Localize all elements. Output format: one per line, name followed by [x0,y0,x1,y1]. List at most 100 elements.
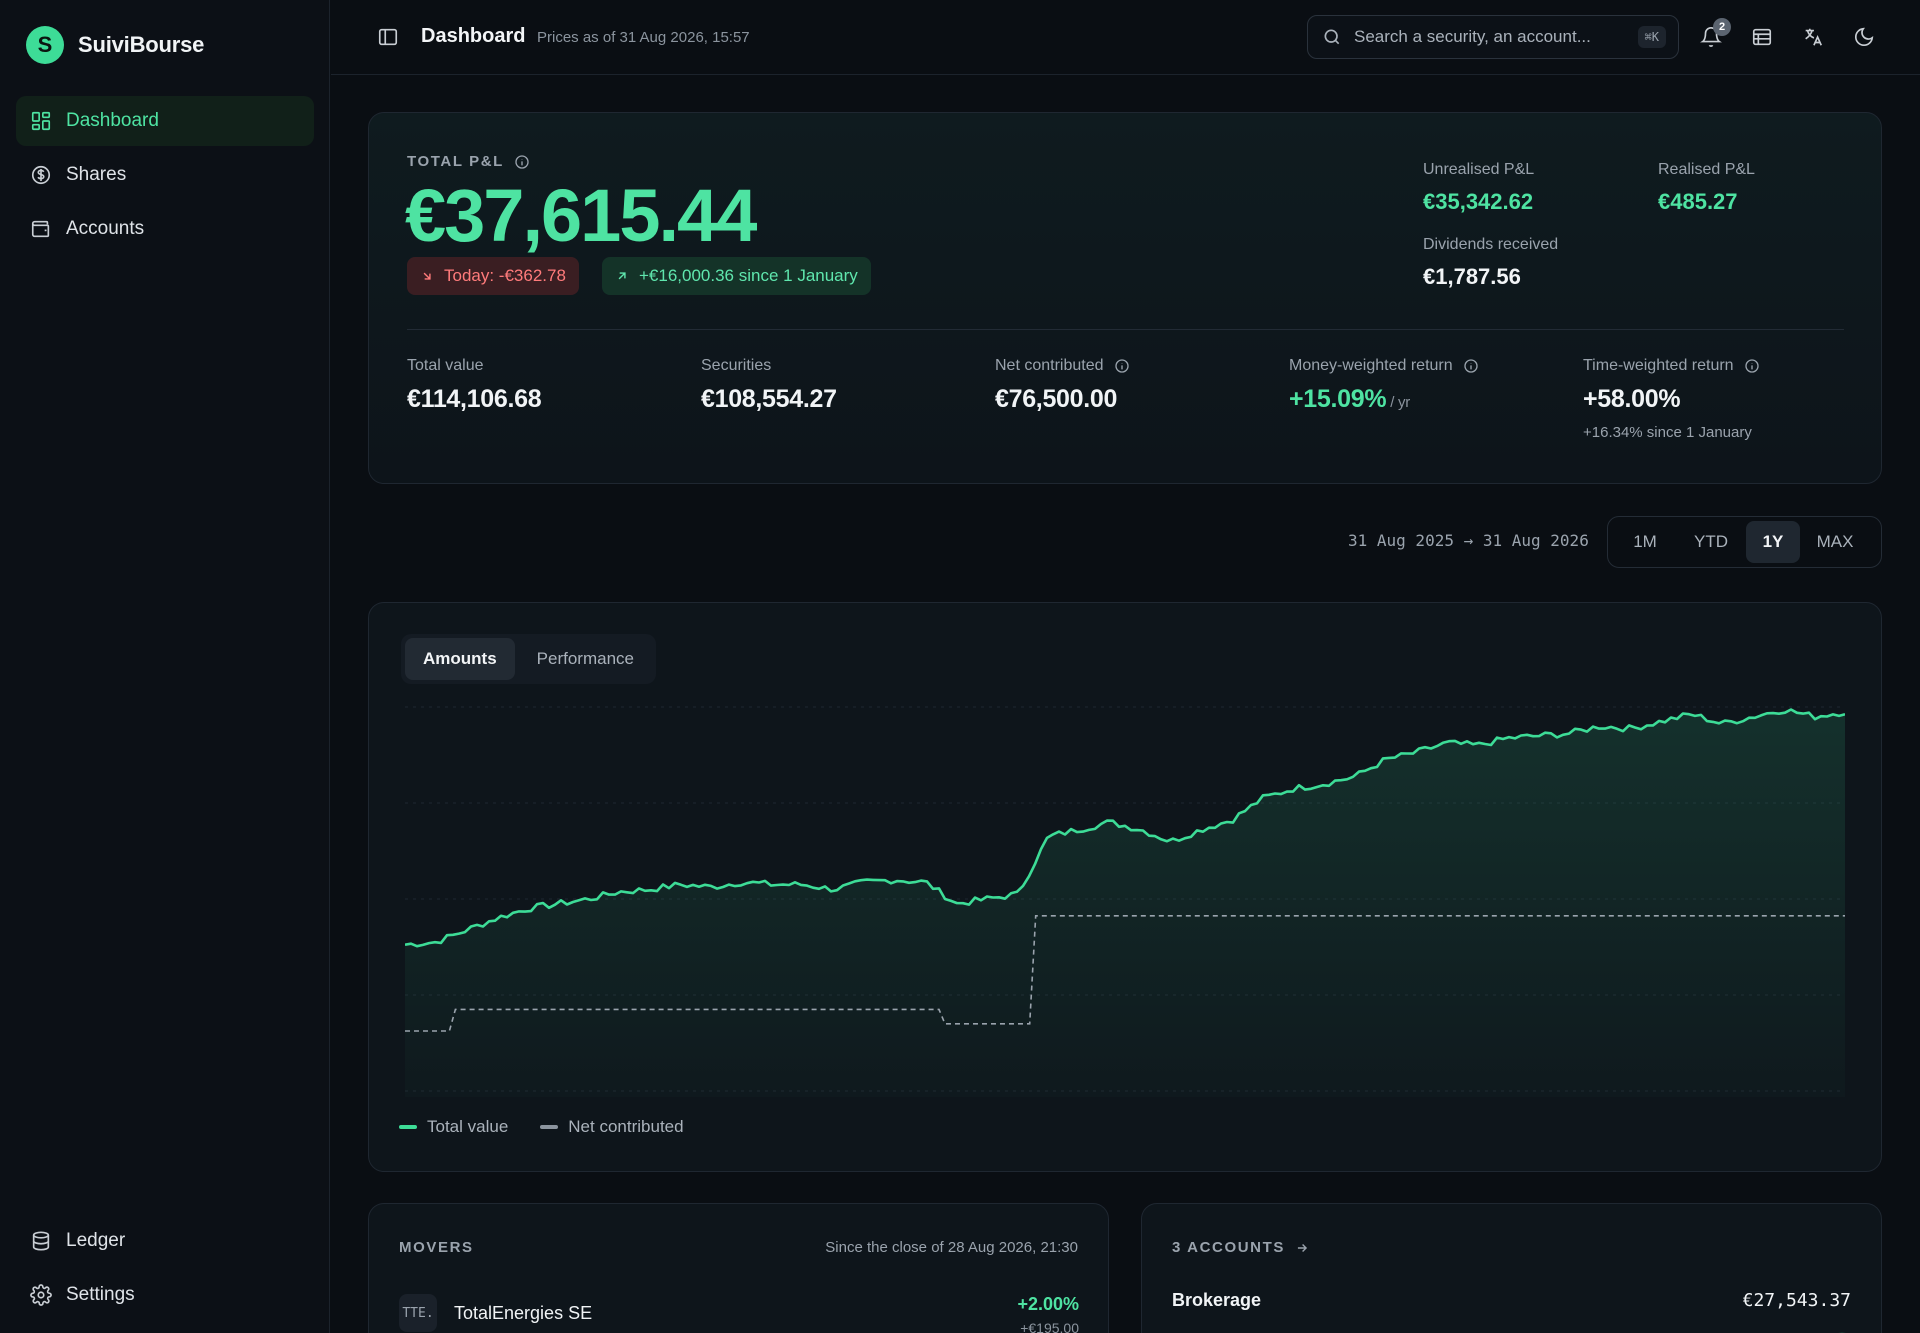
sidebar-item-label: Accounts [66,218,145,239]
dashboard-icon [31,111,51,131]
unrealised-pnl-label: Unrealised P&L [1423,161,1535,178]
metric-money-weighted-return: Money-weighted return +15.09% / yr [1289,357,1479,414]
brand-logo: S [26,26,64,64]
gear-icon [30,1284,52,1306]
ledger-view-icon[interactable] [1751,26,1773,48]
mover-row[interactable]: TTE. TotalEnergies SE +2.00% +€195.00 [399,1294,1079,1333]
metric-label: Net contributed [995,357,1104,374]
arrow-right-icon [1297,1243,1308,1252]
info-icon[interactable] [1744,358,1760,374]
today-change-chip: Today: -€362.78 [407,257,579,295]
metric-label: Total value [407,357,484,374]
legend-total-value[interactable]: Total value [399,1117,508,1137]
portfolio-chart-card: Amounts Performance Total value Net cont… [368,602,1882,1172]
date-range-text: 31 Aug 2025 → 31 Aug 2026 [1348,531,1589,550]
range-option-ytd[interactable]: YTD [1694,532,1728,551]
summary-divider [407,329,1844,330]
database-icon [32,1231,50,1251]
movers-title: MOVERS [399,1239,474,1256]
sidebar-toggle-icon[interactable] [377,26,399,48]
net-contributed-line [405,915,1845,1032]
mover-percent: +2.00% [1017,1294,1079,1314]
info-icon[interactable] [1114,358,1130,374]
sidebar-item-label: Ledger [66,1230,126,1251]
sidebar-item-label: Settings [66,1284,135,1305]
dollar-circle-icon [31,165,51,185]
bell-icon[interactable] [1700,26,1722,48]
total-value-area [405,709,1845,1097]
mover-amount: +€195.00 [1020,1320,1079,1333]
realised-pnl: Realised P&L €485.27 [1658,161,1755,215]
legend-net-contributed[interactable]: Net contributed [540,1117,684,1137]
brand-name: SuiviBourse [78,32,205,57]
ticker-badge: TTE. [399,1294,437,1332]
account-name[interactable]: Brokerage [1172,1290,1262,1310]
range-option-max[interactable]: MAX [1816,532,1854,551]
total-pnl-label: TOTAL P&L [407,153,530,170]
tab-amounts[interactable]: Amounts [405,638,515,680]
search-input[interactable] [1354,27,1614,47]
realised-pnl-label: Realised P&L [1658,161,1755,178]
dividends-received: Dividends received €1,787.56 [1423,236,1558,290]
unrealised-pnl-value: €35,342.62 [1423,189,1534,214]
accounts-card: 3 ACCOUNTS Brokerage €27,543.37 [1141,1203,1882,1333]
chart-legend: Total value Net contributed [399,1117,684,1137]
today-change-text: Today: -€362.78 [444,266,566,285]
arrow-up-right-icon [618,272,626,280]
range-option-1y[interactable]: 1Y [1746,521,1800,563]
notification-badge: 2 [1713,18,1731,36]
sidebar-item-settings[interactable]: Settings [16,1270,314,1320]
realised-pnl-value: €485.27 [1658,189,1738,214]
metric-unit: / yr [1390,394,1410,411]
range-option-1m[interactable]: 1M [1633,532,1657,551]
metric-value: +58.00% [1583,385,1681,413]
unrealised-pnl: Unrealised P&L €35,342.62 [1423,161,1534,215]
arrow-down-right-icon [423,272,431,280]
portfolio-value-chart[interactable] [405,701,1845,1097]
wallet-icon [31,220,50,238]
metric-note: +16.34% since 1 January [1583,424,1752,441]
prices-timestamp: Prices as of 31 Aug 2026, 15:57 [537,29,750,46]
legend-swatch [399,1125,417,1129]
sidebar-item-shares[interactable]: Shares [16,150,314,200]
top-header: Dashboard Prices as of 31 Aug 2026, 15:5… [331,0,1920,75]
total-pnl-value: €37,615.44 [405,174,757,257]
sidebar-item-dashboard[interactable]: Dashboard [16,96,314,146]
brand[interactable]: S SuiviBourse [26,26,204,64]
sidebar-item-ledger[interactable]: Ledger [16,1216,314,1266]
moon-icon[interactable] [1853,26,1875,48]
page-title: Dashboard [421,25,526,47]
movers-card: MOVERS Since the close of 28 Aug 2026, 2… [368,1203,1109,1333]
metric-value: +15.09% [1289,385,1387,413]
metric-net-contributed: Net contributed €76,500.00 [995,357,1130,414]
legend-label: Total value [427,1117,509,1136]
sidebar-bottom-nav: Ledger Settings [16,1216,314,1324]
sidebar: S SuiviBourse Dashboard Shares Accounts [0,0,330,1333]
sidebar-item-accounts[interactable]: Accounts [16,204,314,254]
movers-subtitle: Since the close of 28 Aug 2026, 21:30 [825,1239,1078,1256]
tab-performance[interactable]: Performance [536,649,634,668]
metric-value: €114,106.68 [407,385,542,413]
metric-securities: Securities €108,554.27 [701,357,837,414]
dividends-value: €1,787.56 [1423,264,1521,289]
metric-value: €108,554.27 [701,385,837,413]
ytd-change-chip: +€16,000.36 since 1 January [602,257,871,295]
legend-label: Net contributed [568,1117,684,1136]
chart-mode-tabs: Amounts Performance [401,634,656,684]
metric-label: Money-weighted return [1289,357,1453,374]
pnl-summary-card: TOTAL P&L €37,615.44 Today: -€362.78 +€1… [368,112,1882,484]
account-sparkline [1838,1332,1847,1333]
ytd-change-text: +€16,000.36 since 1 January [639,266,858,285]
mover-name: TotalEnergies SE [454,1303,593,1323]
dividends-label: Dividends received [1423,236,1559,253]
accounts-title[interactable]: 3 ACCOUNTS [1172,1239,1309,1256]
search-icon [1324,29,1340,45]
sidebar-nav: Dashboard Shares Accounts [16,96,314,258]
search-box[interactable]: ⌘K [1307,15,1679,59]
metric-total-value: Total value €114,106.68 [407,357,542,414]
sidebar-item-label: Dashboard [66,110,159,131]
language-icon[interactable] [1802,26,1824,48]
range-selector: 1M YTD 1Y MAX [1607,516,1882,568]
info-icon[interactable] [1463,358,1479,374]
info-icon[interactable] [514,154,530,170]
